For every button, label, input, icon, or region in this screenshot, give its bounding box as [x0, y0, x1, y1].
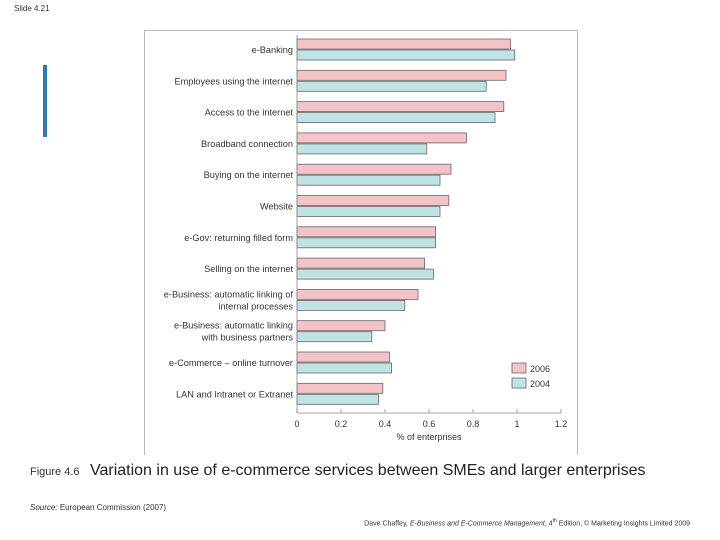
bar-2006-7: [296, 257, 425, 269]
category-label: Website: [260, 202, 293, 212]
legend-label-2004: 2004: [530, 379, 550, 389]
category-label: e-Banking: [252, 45, 293, 55]
bar-2006-8: [296, 288, 419, 300]
bar-2004-3: [296, 143, 428, 155]
category-label: e-Commerce – online turnover: [169, 358, 293, 368]
category-label: Selling on the internet: [204, 264, 293, 274]
bar-2006-9: [296, 320, 386, 332]
bar-2006-10: [296, 351, 390, 363]
category-label: Buying on the internet: [204, 170, 294, 180]
bar-chart: e-Banking Employees using the internet Acc…: [164, 35, 568, 442]
credit-edition-suffix: th: [552, 518, 557, 524]
x-tick-label: 0.4: [379, 419, 392, 429]
bar-2006-2: [296, 101, 505, 112]
x-tick-label: 0.6: [423, 419, 436, 429]
category-label: Access to the internet: [205, 108, 294, 118]
bar-2006-1: [296, 69, 507, 81]
source-label: Source:: [30, 503, 58, 512]
bar-2006-6: [296, 226, 437, 238]
bar-2004-10: [296, 362, 392, 374]
bar-2006-4: [296, 163, 452, 175]
x-tick-label: 0.8: [467, 419, 480, 429]
slide-number: Slide 4.21: [14, 4, 50, 13]
figure-label: Figure 4.6: [30, 466, 80, 478]
figure-caption: Figure 4.6 Variation in use of e-commerc…: [30, 460, 670, 483]
x-tick-label: 1: [514, 419, 519, 429]
category-label: Employees using the internet: [175, 76, 294, 86]
bar-2004-11: [296, 393, 379, 405]
bar-2004-9: [296, 331, 373, 343]
accent-bar: [43, 65, 47, 137]
category-label: LAN and Intranet or Extranet: [176, 389, 293, 399]
category-label: Broadband connection: [201, 139, 293, 149]
bar-2004-4: [296, 174, 441, 186]
bar-2004-8: [296, 299, 406, 311]
credit-edition: 4: [548, 520, 553, 528]
x-tick-label: 0.2: [335, 419, 348, 429]
legend-label-2006: 2006: [530, 364, 550, 374]
bar-2006-0: [296, 38, 511, 50]
x-tick-label: 1.2: [555, 419, 568, 429]
category-label: e-Gov: returning filled form: [184, 233, 293, 243]
source-text: European Commission (2007): [59, 503, 167, 512]
bar-2006-3: [296, 132, 467, 144]
bar-2004-6: [296, 237, 437, 249]
credit-author: Dave Chaffey,: [364, 520, 408, 528]
x-axis-label: % of enterprises: [396, 432, 462, 442]
legend-swatch-2006: [511, 362, 527, 374]
category-label: e-Business: automatic linking with busine…: [174, 321, 293, 343]
legend-swatch-2004: [511, 377, 527, 389]
bar-2004-0: [296, 49, 516, 61]
x-tick-label: 0: [294, 419, 299, 429]
credit-rest: Edition, © Marketing Insights Limited 20…: [558, 520, 690, 528]
credit-line: Dave Chaffey, E-Business and E-Commerce …: [364, 518, 690, 528]
bar-2006-5: [296, 195, 450, 206]
category-label: e-Business: automatic linking of internal…: [164, 289, 294, 311]
bar-2006-11: [296, 382, 384, 394]
bar-2004-5: [296, 206, 441, 217]
credit-book: E-Business and E-Commerce Management: [409, 520, 545, 528]
bar-2004-1: [296, 80, 487, 92]
figure-title: Variation in use of e-commerce services …: [89, 462, 646, 479]
bar-2004-7: [296, 268, 434, 280]
source-line: Source: European Commission (2007): [30, 503, 166, 512]
bar-2004-2: [296, 112, 496, 123]
